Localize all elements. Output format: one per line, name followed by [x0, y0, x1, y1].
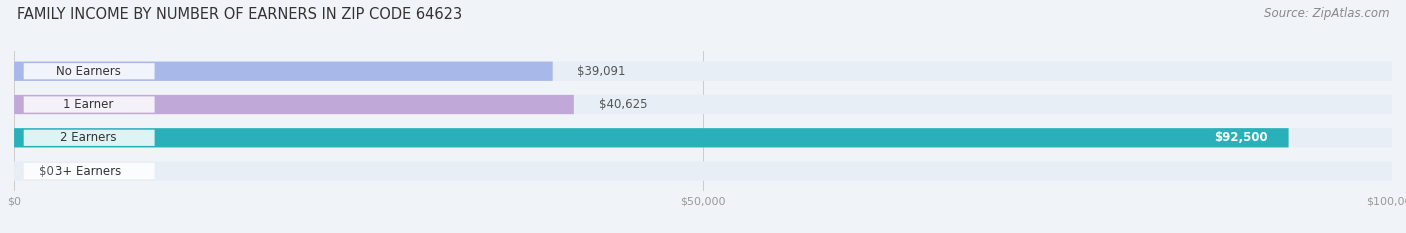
- Text: No Earners: No Earners: [56, 65, 121, 78]
- FancyBboxPatch shape: [14, 95, 574, 114]
- FancyBboxPatch shape: [14, 128, 1289, 147]
- FancyBboxPatch shape: [14, 62, 1392, 81]
- Text: $92,500: $92,500: [1215, 131, 1268, 144]
- Text: $39,091: $39,091: [578, 65, 626, 78]
- FancyBboxPatch shape: [24, 130, 155, 146]
- Text: 2 Earners: 2 Earners: [60, 131, 117, 144]
- Text: Source: ZipAtlas.com: Source: ZipAtlas.com: [1264, 7, 1389, 20]
- FancyBboxPatch shape: [14, 62, 553, 81]
- FancyBboxPatch shape: [24, 63, 155, 79]
- Text: 3+ Earners: 3+ Earners: [55, 164, 121, 178]
- FancyBboxPatch shape: [14, 128, 1392, 147]
- Text: 1 Earner: 1 Earner: [63, 98, 114, 111]
- FancyBboxPatch shape: [14, 95, 1392, 114]
- FancyBboxPatch shape: [14, 161, 1392, 181]
- FancyBboxPatch shape: [24, 96, 155, 113]
- FancyBboxPatch shape: [24, 163, 155, 179]
- Text: FAMILY INCOME BY NUMBER OF EARNERS IN ZIP CODE 64623: FAMILY INCOME BY NUMBER OF EARNERS IN ZI…: [17, 7, 463, 22]
- Text: $40,625: $40,625: [599, 98, 647, 111]
- Text: $0: $0: [39, 164, 53, 178]
